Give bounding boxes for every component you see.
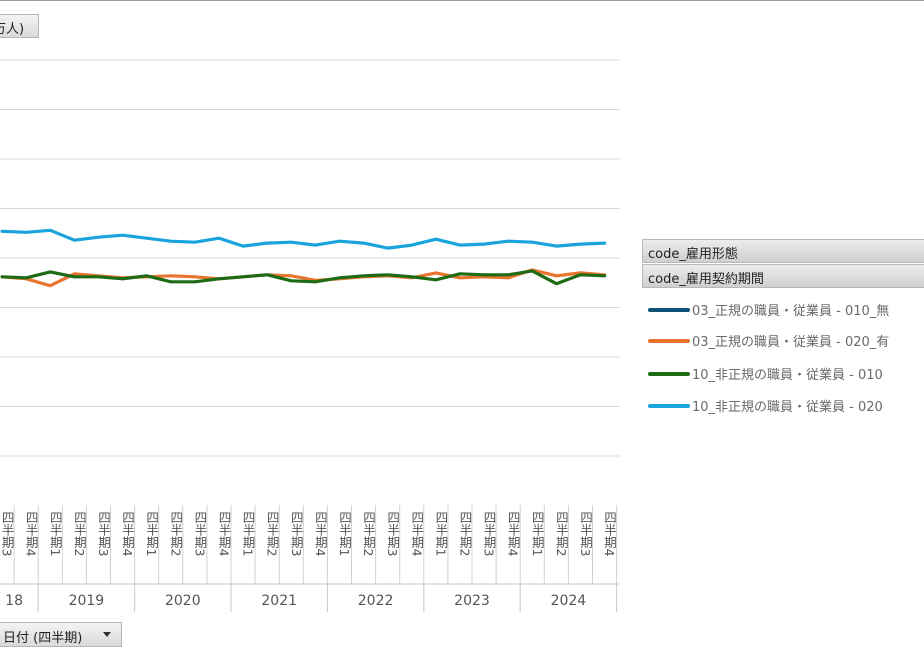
x-tick-label: 四半期4 [409, 511, 424, 557]
x-tick-label: 四半期2 [168, 511, 183, 556]
date-field-button[interactable]: 日付 (四半期) [0, 622, 122, 647]
x-tick-label: 四半期2 [457, 511, 472, 556]
legend-header-label: code_雇用契約期間 [648, 272, 764, 287]
x-tick-label: 四半期2 [361, 511, 376, 556]
x-year-label: 2023 [454, 593, 490, 609]
x-tick-label: 四半期4 [24, 511, 39, 557]
x-tick-label: 四半期3 [0, 511, 15, 556]
x-year-label: 2021 [261, 593, 297, 609]
unit-field-label: 万人) [0, 22, 25, 37]
x-tick-label: 四半期2 [265, 511, 280, 556]
x-tick-label: 四半期1 [48, 511, 63, 556]
x-year-label: 2022 [358, 593, 394, 609]
date-field-label: 日付 (四半期) [3, 631, 83, 646]
x-tick-label: 四半期3 [96, 511, 111, 556]
legend-swatch [648, 372, 690, 376]
x-tick-label: 四半期4 [120, 511, 135, 557]
x-tick-label: 四半期4 [313, 511, 328, 557]
legend-item-label: 10_非正規の職員・従業員 - 020 [692, 400, 883, 415]
x-tick-label: 四半期3 [578, 511, 593, 556]
x-tick-label: 四半期2 [554, 511, 569, 556]
x-year-label: 18 [5, 593, 23, 609]
x-tick-label: 四半期3 [385, 511, 400, 556]
legend-swatch [648, 308, 690, 312]
legend-header-contract-period[interactable]: code_雇用契約期間 [642, 264, 924, 288]
series-line-4[interactable] [0, 228, 607, 250]
x-tick-label: 四半期3 [482, 511, 497, 556]
series-line-3[interactable] [0, 269, 607, 286]
legend-item-label: 10_非正規の職員・従業員 - 010 [692, 368, 883, 383]
frame-border [0, 0, 924, 1]
x-tick-label: 四半期1 [433, 511, 448, 556]
x-tick-label: 四半期1 [530, 511, 545, 556]
x-tick-label: 四半期3 [289, 511, 304, 556]
x-tick-label: 四半期2 [72, 511, 87, 556]
series-lines [0, 228, 607, 288]
legend-header-label: code_雇用形態 [648, 247, 738, 262]
legend-swatch [648, 339, 690, 343]
chevron-down-icon[interactable] [103, 632, 111, 637]
legend-item-label: 03_正規の職員・従業員 - 010_無 [692, 304, 890, 319]
x-tick-label: 四半期1 [144, 511, 159, 556]
legend-header-employment-type[interactable]: code_雇用形態 [642, 239, 924, 263]
legend-swatch [648, 404, 690, 408]
legend-item-label: 03_正規の職員・従業員 - 020_有 [692, 335, 890, 350]
x-year-label: 2019 [69, 593, 105, 609]
x-tick-label: 四半期4 [602, 511, 617, 557]
x-tick-label: 四半期4 [506, 511, 521, 557]
x-tick-label: 四半期4 [216, 511, 231, 557]
gridlines [0, 59, 620, 457]
x-tick-label: 四半期1 [337, 511, 352, 556]
x-year-label: 2020 [165, 593, 201, 609]
x-year-label: 2024 [551, 593, 587, 609]
x-axis: 四半期3 四半期4 四半期1 四半期2 四半期3 四半期4 四半期1 四半期2 四半期3 四半期4… [0, 505, 620, 612]
unit-field-button[interactable]: 万人) [0, 14, 39, 38]
x-tick-label: 四半期1 [241, 511, 256, 556]
x-tick-label: 四半期3 [192, 511, 207, 556]
